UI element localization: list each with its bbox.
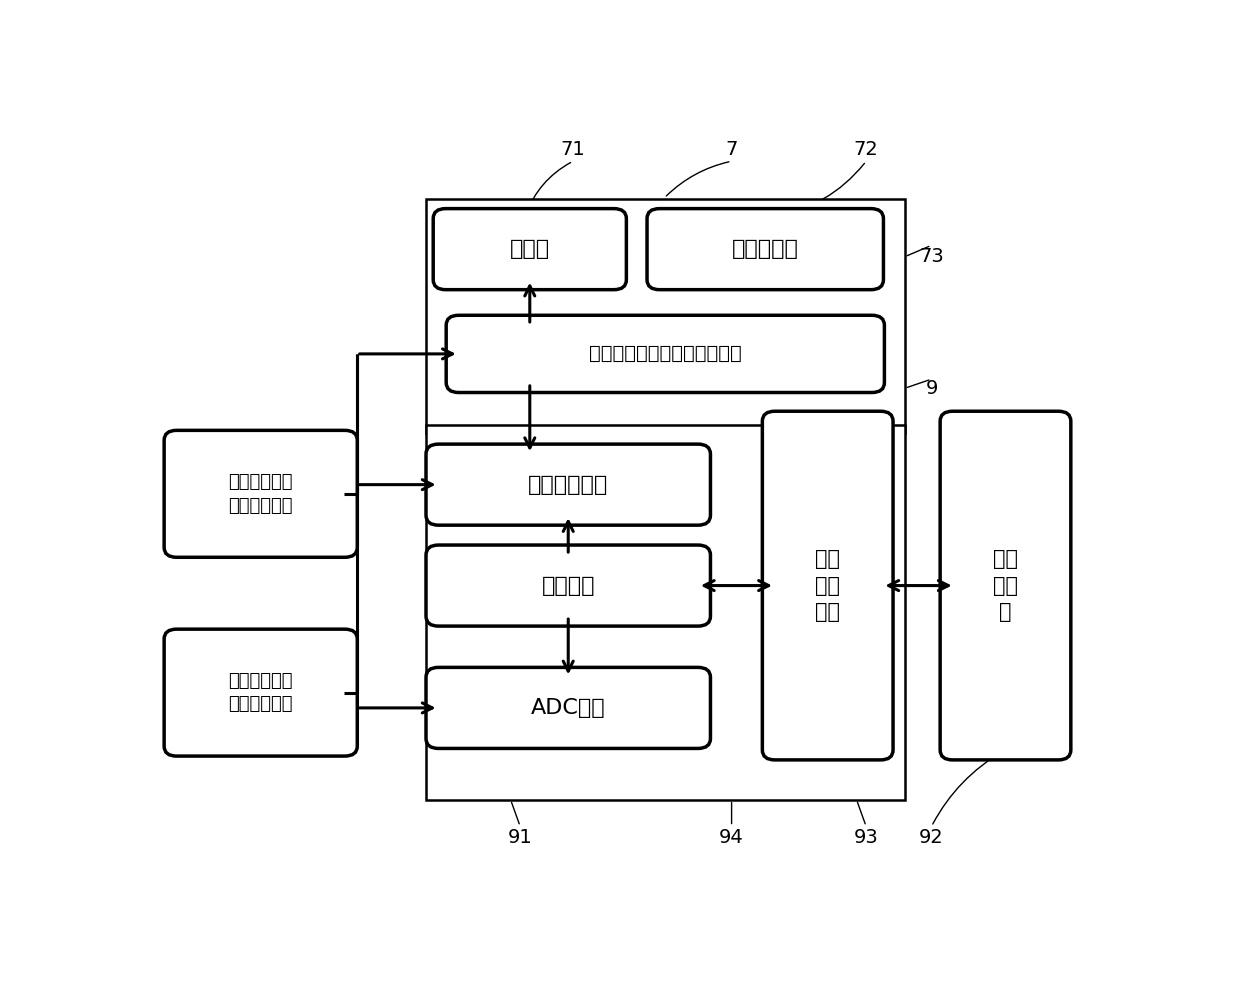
Text: 9: 9 bbox=[925, 378, 937, 398]
Text: 燃料电池升压
电路输出端口: 燃料电池升压 电路输出端口 bbox=[228, 672, 293, 713]
Text: 数据
处理
单元: 数据 处理 单元 bbox=[815, 549, 841, 622]
Text: 73: 73 bbox=[919, 247, 944, 266]
Text: 93: 93 bbox=[854, 828, 878, 847]
FancyBboxPatch shape bbox=[427, 425, 905, 799]
Text: 72: 72 bbox=[854, 140, 878, 159]
FancyBboxPatch shape bbox=[446, 316, 884, 392]
FancyBboxPatch shape bbox=[427, 200, 905, 433]
FancyBboxPatch shape bbox=[647, 209, 883, 290]
FancyBboxPatch shape bbox=[164, 430, 357, 557]
Text: 71: 71 bbox=[560, 140, 585, 159]
FancyBboxPatch shape bbox=[164, 630, 357, 756]
Text: 上位
计算
机: 上位 计算 机 bbox=[993, 549, 1018, 622]
FancyBboxPatch shape bbox=[427, 444, 711, 525]
FancyBboxPatch shape bbox=[427, 667, 711, 749]
Text: 微弱能量收集
模块输出端口: 微弱能量收集 模块输出端口 bbox=[228, 473, 293, 514]
Text: 92: 92 bbox=[919, 828, 944, 847]
Text: 信息采集单元: 信息采集单元 bbox=[528, 475, 609, 495]
FancyBboxPatch shape bbox=[763, 411, 893, 760]
Text: 94: 94 bbox=[719, 828, 744, 847]
Text: 91: 91 bbox=[508, 828, 532, 847]
Text: 7: 7 bbox=[725, 140, 738, 159]
Text: 锂电池: 锂电池 bbox=[510, 239, 549, 259]
Text: 超级电容器: 超级电容器 bbox=[732, 239, 799, 259]
FancyBboxPatch shape bbox=[427, 545, 711, 627]
Text: 微弱电流锂电池充电管理电路: 微弱电流锂电池充电管理电路 bbox=[589, 345, 742, 363]
Text: 控制逻辑: 控制逻辑 bbox=[542, 576, 595, 596]
Text: ADC模块: ADC模块 bbox=[531, 698, 605, 718]
FancyBboxPatch shape bbox=[940, 411, 1071, 760]
FancyBboxPatch shape bbox=[433, 209, 626, 290]
